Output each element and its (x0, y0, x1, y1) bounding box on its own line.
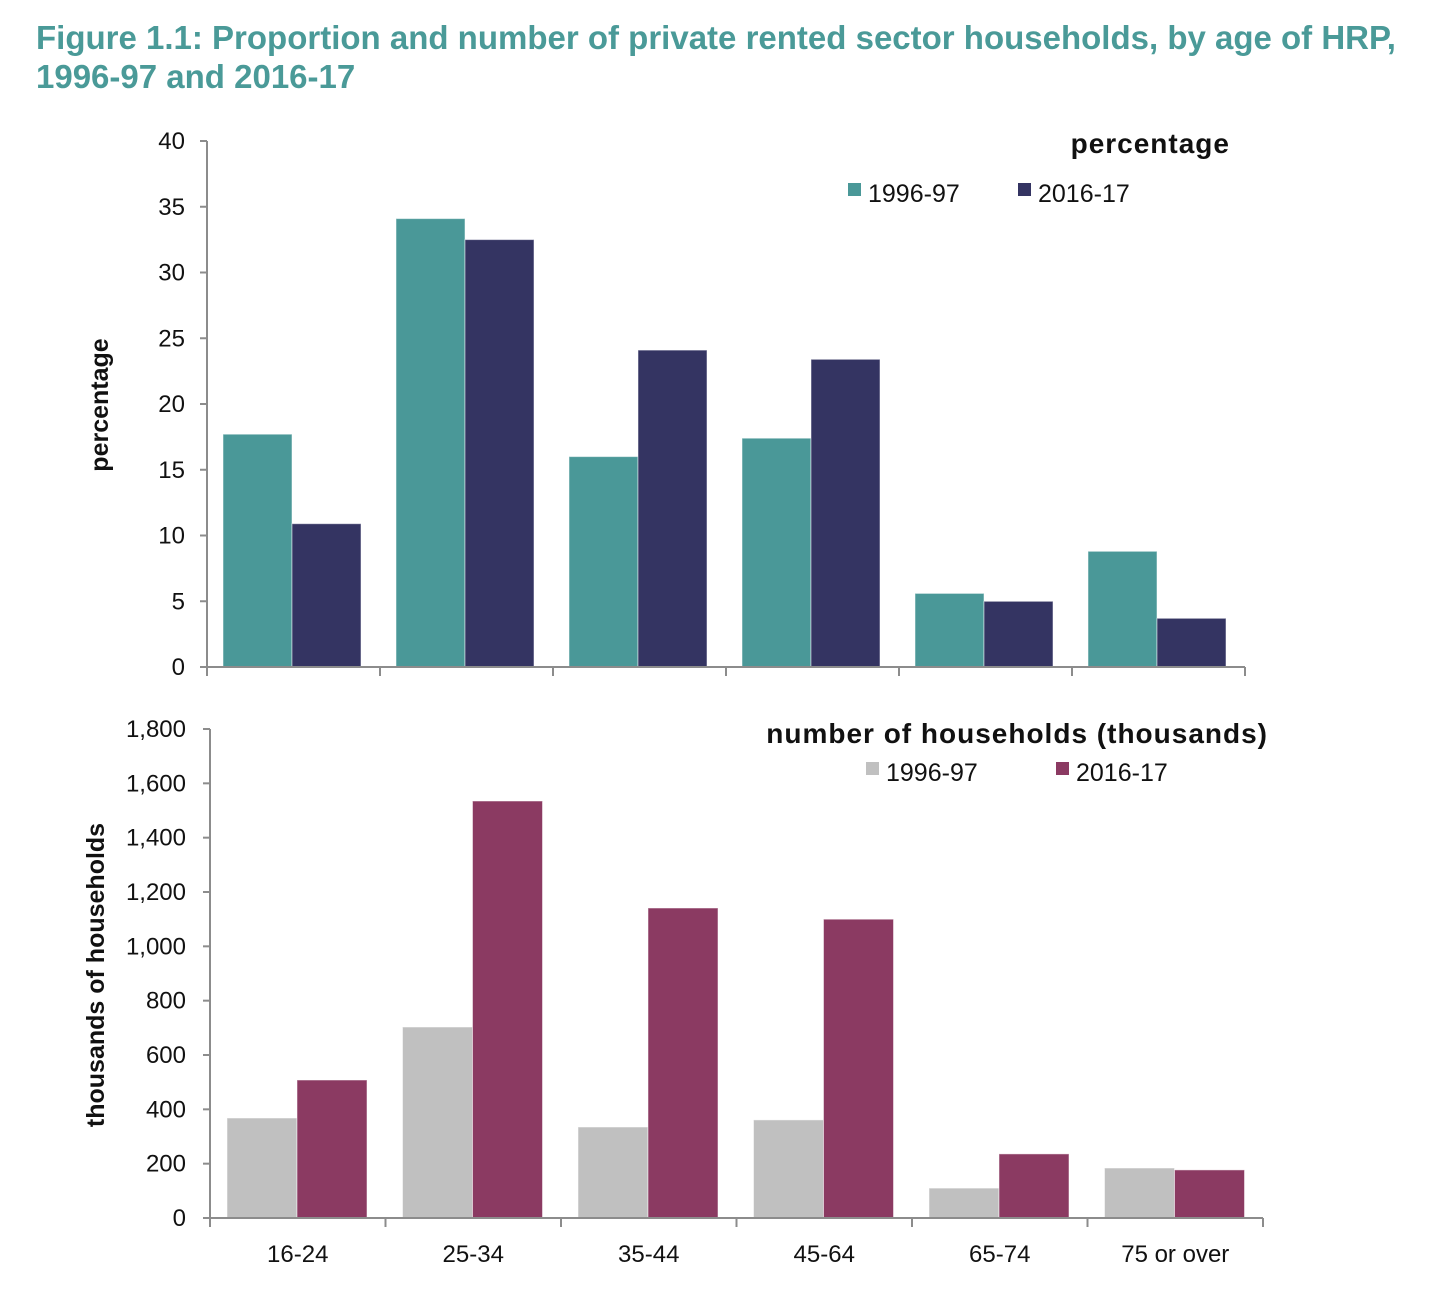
y-tick-label: 600 (146, 1042, 186, 1069)
bar-1996-97-16-24 (226, 1117, 298, 1219)
bar-2016-17-45-64 (823, 918, 894, 1219)
bar-2016-17-75-or-over (1174, 1169, 1245, 1219)
legend-swatch (1018, 183, 1031, 196)
legend-swatch (848, 183, 861, 196)
legend-item: 2016-17 (1018, 180, 1130, 208)
bar-2016-17-35-44 (647, 907, 719, 1219)
bar-2016-17-16-24 (291, 523, 362, 668)
y-tick-label: 0 (173, 1205, 186, 1232)
bar-2016-17-25-34 (472, 800, 543, 1219)
y-tick-label: 400 (146, 1096, 186, 1123)
x-category-label: 65-74 (969, 1241, 1030, 1268)
percentage-chart: 0 5 10 15 20 25 30 35 40 percentage percentage 1996… (86, 128, 1246, 681)
legend-item: 2016-17 (1056, 759, 1168, 787)
bar-2016-17-65-74 (998, 1153, 1070, 1219)
bar-1996-97-45-64 (741, 437, 812, 668)
y-tick-label: 30 (158, 260, 185, 287)
legend-swatch (1056, 762, 1069, 775)
bar-2016-17-25-34 (464, 239, 535, 668)
y-tick-label: 0 (172, 654, 185, 681)
y-tick-label: 20 (158, 391, 185, 418)
y-tick-label: 1,200 (126, 879, 186, 906)
y-tick-label: 1,800 (126, 716, 186, 743)
y-tick-label: 40 (158, 128, 185, 155)
households-chart: 0 200 400 600 800 1,000 1,200 1,400 1,600 1,800 16… (82, 716, 1268, 1268)
bar-2016-17-45-64 (810, 358, 881, 668)
legend-item: 1996-97 (866, 759, 978, 787)
y-tick-label: 35 (158, 194, 185, 221)
bar-1996-97-25-34 (395, 218, 466, 668)
x-category-label: 35-44 (618, 1241, 679, 1268)
y-tick-label: 25 (158, 325, 185, 352)
y-axis-title: thousands of households (82, 823, 110, 1127)
bar-1996-97-16-24 (222, 433, 293, 668)
bar-1996-97-65-74 (928, 1187, 1000, 1219)
legend-label: 1996-97 (886, 759, 978, 787)
legend-label: 2016-17 (1038, 180, 1130, 208)
legend-item: 1996-97 (848, 180, 960, 208)
chart-title: percentage (1071, 128, 1230, 159)
bar-1996-97-25-34 (402, 1026, 473, 1219)
legend: 1996-97 2016-17 (866, 759, 1168, 787)
bar-1996-97-35-44 (568, 456, 639, 668)
bar-2016-17-35-44 (637, 349, 708, 668)
legend-label: 2016-17 (1076, 759, 1168, 787)
y-axis-title: percentage (86, 338, 114, 471)
x-category-label: 45-64 (794, 1241, 855, 1268)
bar-2016-17-16-24 (296, 1079, 368, 1219)
x-category-label: 25-34 (443, 1241, 504, 1268)
legend-swatch (866, 762, 879, 775)
bar-1996-97-45-64 (753, 1119, 824, 1219)
chart-title: number of households (thousands) (766, 718, 1268, 749)
y-tick-label: 10 (158, 523, 185, 550)
bar-2016-17-75-or-over (1156, 617, 1227, 668)
y-tick-label: 1,600 (126, 770, 186, 797)
y-tick-label: 200 (146, 1151, 186, 1178)
legend: 1996-97 2016-17 (848, 180, 1130, 208)
bar-2016-17-65-74 (983, 600, 1054, 668)
bar-1996-97-65-74 (914, 592, 985, 668)
y-tick-label: 15 (158, 457, 185, 484)
figure-title: Figure 1.1: Proportion and number of pri… (36, 19, 1396, 95)
legend-label: 1996-97 (868, 180, 960, 208)
x-category-label: 16-24 (267, 1241, 328, 1268)
y-tick-label: 1,000 (126, 933, 186, 960)
x-category-label: 75 or over (1121, 1241, 1229, 1268)
bar-1996-97-35-44 (577, 1126, 649, 1219)
y-tick-label: 800 (146, 988, 186, 1015)
y-tick-label: 1,400 (126, 825, 186, 852)
bar-1996-97-75-or-over (1087, 550, 1158, 668)
y-tick-label: 5 (172, 588, 185, 615)
bar-1996-97-75-or-over (1104, 1167, 1175, 1219)
